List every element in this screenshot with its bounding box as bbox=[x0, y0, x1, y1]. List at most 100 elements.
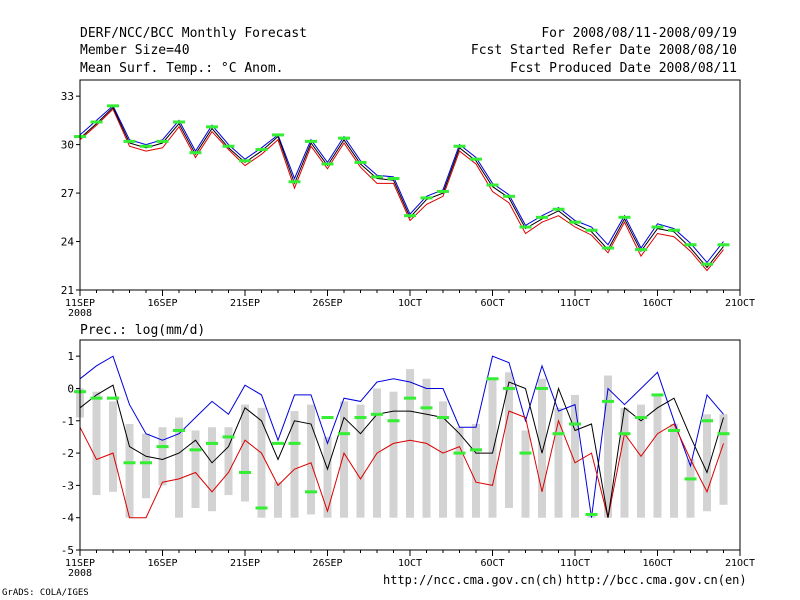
prec-obs-marker bbox=[552, 432, 565, 436]
prec-x-tick-label: 6OCT bbox=[480, 558, 504, 569]
variable-label: Mean Surf. Temp.: °C Anom. bbox=[80, 61, 284, 76]
prec-spread-bar bbox=[620, 407, 629, 518]
prec-obs-marker bbox=[668, 428, 680, 432]
temp-x-tick-label: 11SEP bbox=[65, 298, 95, 309]
temp-x-tick-label: 21OCT bbox=[725, 298, 755, 309]
prec-obs-marker bbox=[173, 428, 185, 432]
temp-obs-marker bbox=[437, 189, 449, 193]
temp-obs-marker bbox=[371, 175, 383, 179]
prec-x-tick-label: 21SEP bbox=[230, 558, 260, 569]
prec-obs-marker bbox=[288, 441, 301, 445]
prec-spread-bar bbox=[703, 414, 711, 512]
temp-obs-marker bbox=[404, 214, 416, 218]
prec-spread-bar bbox=[439, 401, 447, 518]
prec-obs-marker bbox=[123, 461, 136, 465]
prec-spread-bar bbox=[389, 391, 398, 518]
prec-y-tick-label: 1 bbox=[67, 350, 74, 363]
temp-obs-marker bbox=[222, 144, 235, 148]
temp-obs-marker bbox=[321, 162, 334, 166]
prec-obs-marker bbox=[140, 461, 152, 465]
prec-spread-bar bbox=[356, 404, 365, 518]
temp-y-tick-label: 30 bbox=[61, 139, 74, 152]
prec-x-tick-label: 11OCT bbox=[560, 558, 590, 569]
temp-obs-marker bbox=[387, 177, 400, 181]
temp-lower-line bbox=[79, 108, 724, 272]
prec-spread-bar bbox=[554, 407, 563, 518]
temp-obs-marker bbox=[470, 157, 482, 161]
temp-y-tick-label: 24 bbox=[61, 236, 75, 249]
temp-x-tick-label: 11OCT bbox=[560, 298, 590, 309]
prec-obs-marker bbox=[107, 396, 119, 400]
temp-x-tick-sublabel: 2008 bbox=[68, 308, 92, 319]
temp-obs-marker bbox=[354, 160, 367, 164]
prec-spread-bar bbox=[505, 372, 513, 508]
temp-obs-marker bbox=[239, 159, 251, 163]
prec-spread-bar bbox=[158, 427, 167, 486]
bcc-url-link[interactable]: http://bcc.cma.gov.cn(en) bbox=[566, 573, 747, 587]
prec-x-tick-label: 16SEP bbox=[147, 558, 177, 569]
temp-x-tick-label: 26SEP bbox=[312, 298, 342, 309]
temp-mean-line bbox=[79, 106, 724, 269]
temp-obs-marker bbox=[206, 125, 218, 129]
temp-x-tick-label: 21SEP bbox=[230, 298, 260, 309]
temp-obs-marker bbox=[107, 104, 119, 108]
prec-spread-bar bbox=[637, 404, 645, 518]
temp-obs-marker bbox=[552, 207, 565, 211]
temp-y-tick-label: 27 bbox=[61, 187, 74, 200]
temp-obs-marker bbox=[519, 225, 532, 229]
temp-obs-marker bbox=[618, 215, 631, 219]
prec-obs-marker bbox=[90, 396, 103, 400]
temp-obs-marker bbox=[189, 151, 202, 155]
prec-lower-line bbox=[79, 410, 724, 519]
prec-y-tick-label: -2 bbox=[61, 447, 74, 460]
prec-spread-bar bbox=[653, 394, 662, 518]
prec-spread-bar bbox=[142, 433, 150, 499]
prec-spread-bar bbox=[604, 375, 612, 518]
prec-spread-bar bbox=[455, 427, 464, 518]
temp-obs-marker bbox=[602, 246, 614, 250]
prec-x-tick-label: 11SEP bbox=[65, 558, 95, 569]
prec-spread-bar bbox=[274, 482, 282, 518]
prec-y-tick-label: 0 bbox=[67, 382, 74, 395]
temp-obs-marker bbox=[635, 248, 647, 252]
prec-obs-marker bbox=[420, 406, 433, 410]
prec-obs-marker bbox=[536, 386, 548, 390]
temp-obs-marker bbox=[156, 139, 169, 143]
temp-obs-marker bbox=[503, 194, 515, 198]
prec-spread-bar bbox=[191, 430, 200, 508]
temp-x-tick-label: 1OCT bbox=[398, 298, 422, 309]
prec-spread-bar bbox=[422, 378, 431, 518]
prec-mean-line bbox=[79, 381, 724, 518]
prec-obs-marker bbox=[635, 416, 647, 420]
prec-obs-marker bbox=[701, 419, 713, 423]
prec-obs-marker bbox=[404, 396, 416, 400]
temp-obs-marker bbox=[140, 144, 152, 148]
prec-obs-marker bbox=[387, 419, 400, 423]
prec-spread-bar bbox=[340, 401, 348, 518]
prec-obs-marker bbox=[321, 416, 334, 420]
prec-obs-marker bbox=[602, 399, 614, 403]
member-size-label: Member Size=40 bbox=[80, 43, 190, 58]
temp-y-tick-label: 21 bbox=[61, 284, 74, 297]
prec-obs-marker bbox=[717, 432, 730, 436]
prec-obs-marker bbox=[470, 448, 482, 452]
prec-obs-marker bbox=[486, 377, 499, 381]
prec-spread-bar bbox=[488, 378, 497, 518]
temp-obs-marker bbox=[684, 243, 697, 247]
prec-spread-bar bbox=[92, 391, 101, 496]
prec-x-tick-label: 21OCT bbox=[725, 558, 755, 569]
temp-obs-marker bbox=[420, 196, 433, 200]
ncc-url-link[interactable]: http://ncc.cma.gov.cn(ch) bbox=[383, 573, 564, 587]
prec-y-tick-label: -5 bbox=[61, 544, 74, 557]
temp-obs-marker bbox=[717, 243, 730, 247]
temp-obs-marker bbox=[701, 262, 713, 266]
prec-spread-bar bbox=[521, 430, 530, 518]
temp-obs-marker bbox=[585, 228, 598, 232]
forecast-title: DERF/NCC/BCC Monthly Forecast bbox=[80, 26, 307, 41]
temp-obs-marker bbox=[453, 144, 466, 148]
temp-obs-marker bbox=[651, 225, 664, 229]
prec-obs-marker bbox=[354, 416, 367, 420]
prec-spread-bar bbox=[257, 407, 266, 518]
prec-spread-bar bbox=[670, 424, 678, 518]
